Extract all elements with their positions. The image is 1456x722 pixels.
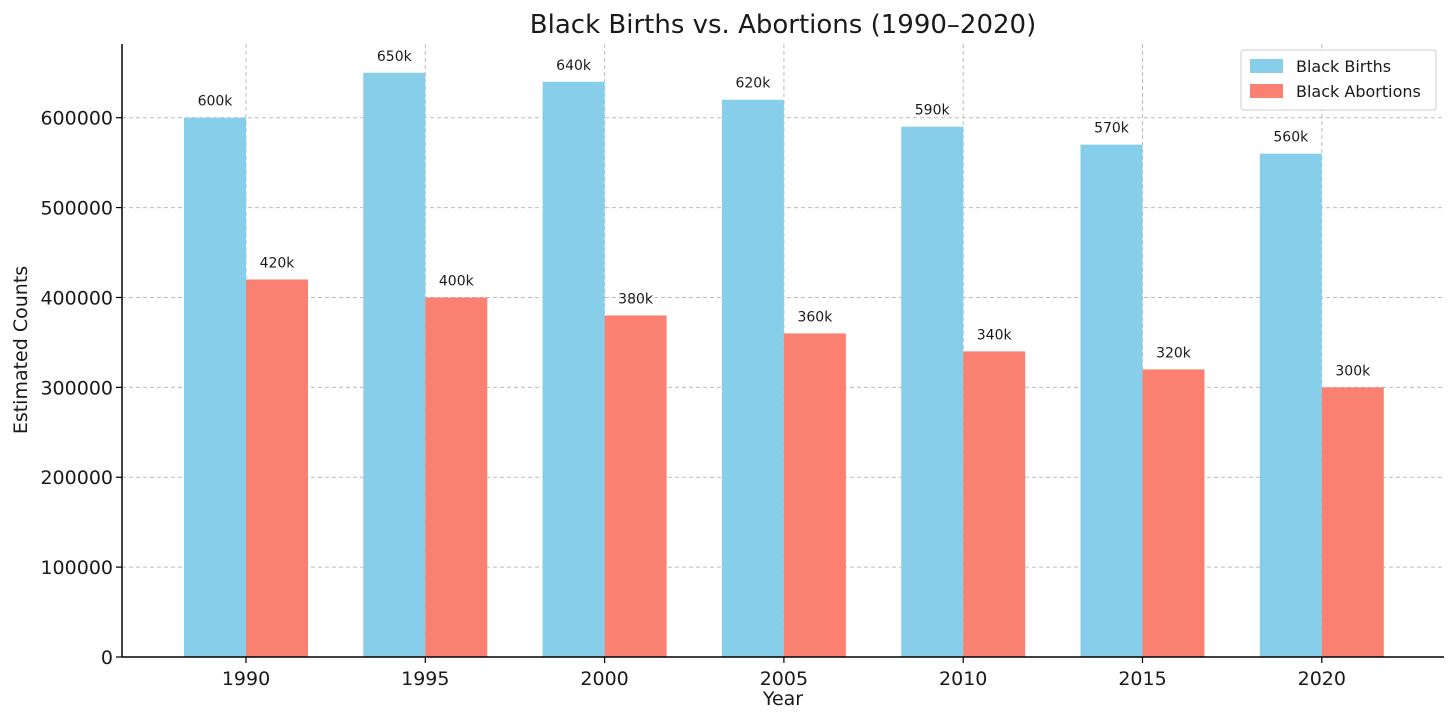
bar-black-births xyxy=(184,117,246,658)
x-ticks: 1990 1995 2000 2005 2010 2015 2020 xyxy=(222,657,1346,690)
data-label-black-abortions: 360k xyxy=(797,309,833,325)
x-tick-label: 2005 xyxy=(760,668,808,690)
bar-black-births xyxy=(542,81,605,657)
x-tick-label: 2010 xyxy=(939,668,987,690)
data-label-black-births: 650k xyxy=(377,49,413,65)
y-tick-label: 600000 xyxy=(40,108,113,130)
data-labels: 600k 650k 640k 620k 590k 570k 560k 420k 400k 380k… xyxy=(198,49,1372,380)
x-tick-label: 2015 xyxy=(1118,668,1166,690)
data-label-black-abortions: 340k xyxy=(977,327,1013,343)
bar-black-births xyxy=(363,72,426,658)
x-tick-label: 2020 xyxy=(1298,668,1346,690)
data-label-black-births: 560k xyxy=(1273,130,1309,146)
x-axis-label: Year xyxy=(762,688,803,710)
y-tick-label: 400000 xyxy=(40,287,113,309)
bar-black-abortions xyxy=(1142,369,1205,657)
chart-title: Black Births vs. Abortions (1990–2020) xyxy=(530,10,1036,40)
data-label-black-births: 620k xyxy=(735,76,771,92)
bar-black-abortions xyxy=(246,279,308,657)
data-label-black-births: 590k xyxy=(915,103,951,119)
legend-box xyxy=(1240,49,1437,111)
x-tick-label: 2000 xyxy=(580,668,628,690)
bar-black-births xyxy=(1080,144,1143,657)
legend-label-abortions: Black Abortions xyxy=(1296,82,1421,101)
x-tick-label: 1990 xyxy=(222,668,270,690)
data-label-black-abortions: 400k xyxy=(439,273,475,289)
bar-black-abortions xyxy=(425,297,488,657)
legend-swatch-abortions xyxy=(1250,84,1283,98)
bar-black-births xyxy=(721,99,784,657)
y-tick-label: 100000 xyxy=(40,557,113,579)
bar-black-births xyxy=(901,126,964,658)
bar-black-births xyxy=(1259,153,1322,657)
y-tick-label: 500000 xyxy=(40,198,113,220)
data-label-black-abortions: 320k xyxy=(1156,345,1192,361)
data-label-black-abortions: 300k xyxy=(1335,363,1371,379)
bar-black-abortions xyxy=(963,351,1026,657)
data-label-black-births: 640k xyxy=(556,58,592,74)
legend: Black Births Black Abortions xyxy=(1240,49,1437,111)
data-label-black-abortions: 380k xyxy=(618,291,654,307)
bar-black-abortions xyxy=(604,315,667,657)
data-label-black-births: 570k xyxy=(1094,121,1130,137)
bars xyxy=(184,72,1384,658)
y-tick-label: 200000 xyxy=(40,467,113,489)
y-ticks: 0 100000 200000 300000 400000 500000 600000 xyxy=(40,108,122,669)
y-tick-label: 0 xyxy=(101,647,113,669)
legend-label-births: Black Births xyxy=(1296,57,1391,76)
bar-black-abortions xyxy=(1321,387,1384,657)
axes xyxy=(121,44,1444,658)
data-label-black-abortions: 420k xyxy=(260,255,296,271)
x-tick-label: 1995 xyxy=(401,668,449,690)
y-axis-label: Estimated Counts xyxy=(10,266,32,434)
y-tick-label: 300000 xyxy=(40,377,113,399)
data-label-black-births: 600k xyxy=(198,94,234,110)
bar-black-abortions xyxy=(783,333,846,657)
legend-swatch-births xyxy=(1250,59,1283,73)
